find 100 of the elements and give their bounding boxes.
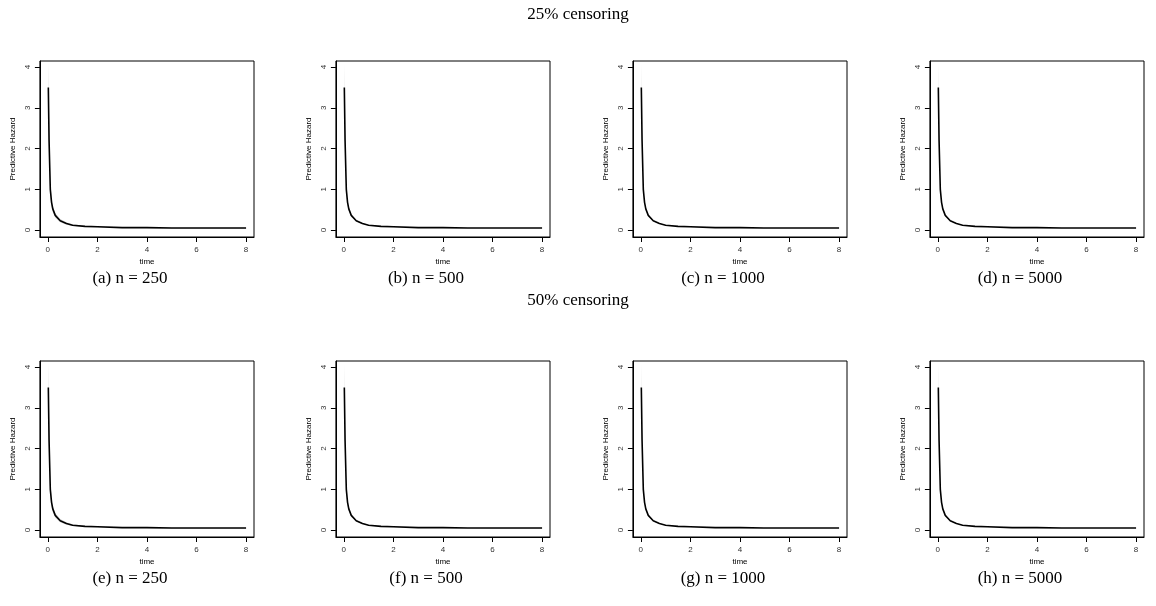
x-axis-title: time — [732, 257, 749, 267]
y-axis-title: Predictive Hazard — [600, 117, 610, 181]
y-tick-label: 1 — [319, 486, 329, 492]
y-tick-label: 1 — [913, 486, 923, 492]
text: (g) n = 1000 — [680, 568, 766, 587]
y-tick-label: 3 — [23, 105, 33, 111]
y-tick-label: 2 — [319, 145, 329, 151]
x-tick-label: 6 — [1084, 244, 1090, 254]
y-tick-label: 3 — [913, 405, 923, 411]
x-tick-label: 6 — [1084, 544, 1090, 554]
x-tick-label: 4 — [144, 544, 150, 554]
x-axis-title: time — [435, 257, 452, 267]
x-tick-label: 2 — [391, 244, 397, 254]
y-tick-label: 3 — [319, 105, 329, 111]
x-tick-label: 0 — [935, 544, 941, 554]
text: (b) n = 500 — [387, 268, 465, 287]
x-tick-label: 4 — [144, 244, 150, 254]
text: (h) n = 5000 — [977, 568, 1063, 587]
text: (c) n = 1000 — [681, 268, 765, 287]
x-tick-label: 6 — [490, 244, 496, 254]
x-tick-label: 0 — [935, 244, 941, 254]
y-tick-label: 0 — [319, 527, 329, 533]
text: (d) n = 5000 — [977, 268, 1063, 287]
y-tick-label: 1 — [23, 186, 33, 192]
y-tick-label: 4 — [913, 364, 923, 370]
x-tick-label: 6 — [194, 244, 200, 254]
x-axis-title: time — [435, 557, 452, 567]
x-tick-label: 8 — [836, 244, 842, 254]
y-tick-label: 2 — [913, 145, 923, 151]
x-tick-label: 2 — [95, 544, 101, 554]
y-tick-label: 0 — [23, 527, 33, 533]
x-tick-label: 2 — [95, 244, 101, 254]
x-tick-label: 4 — [1034, 244, 1040, 254]
x-tick-label: 0 — [341, 244, 347, 254]
y-tick-label: 1 — [23, 486, 33, 492]
x-axis-title: time — [139, 557, 156, 567]
x-tick-label: 8 — [539, 544, 545, 554]
x-tick-label: 4 — [737, 244, 743, 254]
x-axis-title: time — [139, 257, 156, 267]
x-tick-label: 0 — [341, 544, 347, 554]
y-axis-title: Predictive Hazard — [7, 117, 17, 181]
x-tick-label: 2 — [985, 244, 991, 254]
x-tick-label: 0 — [638, 544, 644, 554]
x-axis-title: time — [1029, 557, 1046, 567]
x-tick-label: 4 — [737, 544, 743, 554]
x-tick-label: 0 — [45, 544, 51, 554]
x-axis-title: time — [732, 557, 749, 567]
x-tick-label: 6 — [490, 544, 496, 554]
y-tick-label: 3 — [913, 105, 923, 111]
x-tick-label: 0 — [638, 244, 644, 254]
y-tick-label: 4 — [616, 364, 626, 370]
y-tick-label: 2 — [319, 445, 329, 451]
y-axis-title: Predictive Hazard — [303, 117, 313, 181]
x-tick-label: 2 — [688, 244, 694, 254]
y-tick-label: 3 — [616, 405, 626, 411]
text: 50% censoring — [526, 290, 630, 310]
x-tick-label: 8 — [836, 544, 842, 554]
x-tick-label: 2 — [391, 544, 397, 554]
y-tick-label: 0 — [616, 227, 626, 233]
y-tick-label: 0 — [319, 227, 329, 233]
y-tick-label: 4 — [913, 64, 923, 70]
y-tick-label: 2 — [616, 445, 626, 451]
y-tick-label: 3 — [319, 405, 329, 411]
y-tick-label: 2 — [23, 145, 33, 151]
x-tick-label: 6 — [787, 244, 793, 254]
y-tick-label: 0 — [616, 527, 626, 533]
text: (f) n = 500 — [389, 568, 463, 587]
y-axis-title: Predictive Hazard — [897, 117, 907, 181]
x-tick-label: 4 — [1034, 544, 1040, 554]
text: (e) n = 250 — [92, 568, 168, 587]
y-tick-label: 3 — [23, 405, 33, 411]
x-tick-label: 4 — [440, 244, 446, 254]
y-tick-label: 2 — [913, 445, 923, 451]
y-tick-label: 4 — [616, 64, 626, 70]
y-tick-label: 4 — [319, 364, 329, 370]
y-tick-label: 4 — [23, 364, 33, 370]
y-tick-label: 0 — [913, 227, 923, 233]
text: (a) n = 250 — [92, 268, 168, 287]
y-tick-label: 1 — [616, 186, 626, 192]
x-tick-label: 4 — [440, 544, 446, 554]
x-axis-title: time — [1029, 257, 1046, 267]
y-tick-label: 4 — [23, 64, 33, 70]
y-tick-label: 3 — [616, 105, 626, 111]
x-tick-label: 8 — [243, 244, 249, 254]
y-axis-title: Predictive Hazard — [7, 417, 17, 481]
y-tick-label: 2 — [23, 445, 33, 451]
y-tick-label: 1 — [616, 486, 626, 492]
x-tick-label: 6 — [787, 544, 793, 554]
y-axis-title: Predictive Hazard — [600, 417, 610, 481]
x-tick-label: 8 — [539, 244, 545, 254]
y-tick-label: 4 — [319, 64, 329, 70]
y-tick-label: 0 — [913, 527, 923, 533]
y-axis-title: Predictive Hazard — [897, 417, 907, 481]
y-tick-label: 1 — [319, 186, 329, 192]
x-tick-label: 0 — [45, 244, 51, 254]
text: 25% censoring — [526, 4, 630, 24]
y-axis-title: Predictive Hazard — [303, 417, 313, 481]
y-tick-label: 1 — [913, 186, 923, 192]
x-tick-label: 8 — [243, 544, 249, 554]
x-tick-label: 2 — [688, 544, 694, 554]
